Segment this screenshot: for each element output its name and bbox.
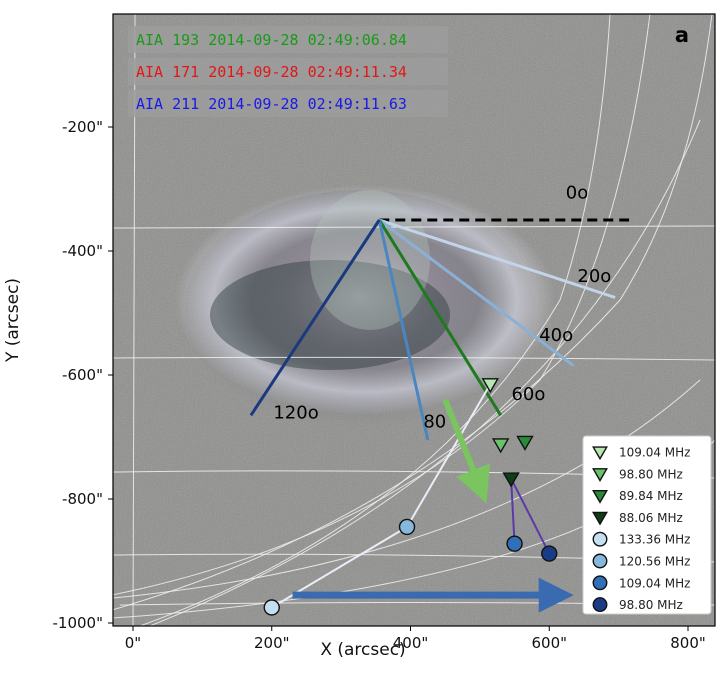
angle-label: 80 — [423, 412, 446, 433]
motion-arrows — [292, 398, 574, 613]
axes: 0" 200" 400" 600" 800" -200" -400" -600" -800" -1… — [53, 118, 706, 652]
angle-label: 40o — [539, 325, 573, 346]
legend-entry-label: 109.04 MHz — [619, 576, 690, 590]
circle-marker — [541, 545, 558, 562]
circle-marker — [592, 597, 608, 613]
triangle-marker — [491, 438, 510, 454]
triangle-marker — [502, 472, 520, 488]
connecting-line — [510, 478, 516, 544]
angle-labels: 0o 20o 40o 60o 80 120o — [273, 182, 611, 432]
x-tick-label: 600" — [531, 634, 567, 652]
header-label-text: AIA 211 2014-09-28 02:49:11.63 — [136, 95, 407, 113]
grid-line — [113, 379, 701, 599]
legend-entry-label: 98.80 MHz — [619, 598, 683, 612]
grid-line — [149, 119, 701, 626]
circle-marker — [592, 575, 608, 591]
legend-entry-label: 98.80 MHz — [619, 467, 683, 481]
triangle-marker — [592, 468, 608, 482]
legend-entry-label: 89.84 MHz — [619, 489, 683, 503]
legend-entry-label: 109.04 MHz — [619, 446, 690, 460]
header-label-box — [128, 58, 448, 85]
ray-60o — [378, 219, 502, 417]
legend-entry-label: 88.06 MHz — [619, 511, 683, 525]
grid-line — [113, 356, 715, 361]
y-tick-label: -400" — [62, 242, 103, 260]
triangle-marker — [516, 435, 534, 451]
y-axis-label: Y (arcsec) — [3, 278, 23, 363]
circle-marker — [263, 599, 280, 616]
triangle-marker — [592, 511, 608, 526]
header-label-box — [128, 90, 448, 117]
angle-label: 60o — [511, 384, 545, 405]
panel-label: a — [675, 23, 689, 47]
y-tick-label: -600" — [62, 366, 103, 384]
x-axis-label: X (arcsec) — [320, 640, 405, 660]
connecting-line — [510, 478, 551, 555]
ray-80 — [377, 219, 430, 441]
header-label-text: AIA 193 2014-09-28 02:49:06.84 — [136, 31, 407, 49]
y-tick-label: -200" — [62, 118, 103, 136]
header-label-box — [128, 26, 448, 53]
angle-label: 120o — [273, 402, 318, 423]
x-tick-label: 200" — [254, 634, 290, 652]
grid-line — [113, 14, 713, 611]
legend-box — [582, 435, 712, 615]
circle-marker — [506, 535, 523, 552]
triangle-marker — [592, 446, 608, 461]
header-label-text: AIA 171 2014-09-28 02:49:11.34 — [136, 63, 407, 81]
x-tick-label: 800" — [670, 634, 706, 652]
grid-line — [139, 14, 611, 626]
legend-entry-label: 133.36 MHz — [619, 533, 690, 547]
ray-40o — [378, 218, 575, 367]
ray-20o — [378, 218, 616, 299]
angle-label: 20o — [577, 266, 611, 287]
aia-header-labels: AIA 193 2014-09-28 02:49:06.84 AIA 171 20… — [128, 26, 448, 117]
y-tick-label: -1000" — [53, 614, 104, 632]
triangle-marker — [592, 489, 608, 504]
angle-label: 0o — [566, 182, 588, 203]
source-markers — [263, 378, 558, 616]
circle-marker — [592, 531, 608, 547]
frequency-legend: 109.04 MHz 98.80 MHz 89.84 MHz 88.06 MHz 133… — [582, 435, 712, 615]
y-tick-label: -800" — [62, 490, 103, 508]
legend-entry-label: 120.56 MHz — [619, 555, 690, 569]
green-motion-arrow — [442, 398, 490, 504]
plot-frame — [112, 13, 716, 627]
circle-marker — [592, 553, 608, 569]
x-tick-label: 400" — [393, 634, 429, 652]
triangle-marker — [481, 378, 499, 394]
ray-120o — [249, 219, 381, 417]
x-tick-label: 0" — [125, 634, 141, 652]
grid-line — [113, 14, 651, 596]
circle-marker — [398, 518, 416, 536]
angle-rays — [249, 218, 630, 441]
connecting-line — [406, 383, 492, 528]
